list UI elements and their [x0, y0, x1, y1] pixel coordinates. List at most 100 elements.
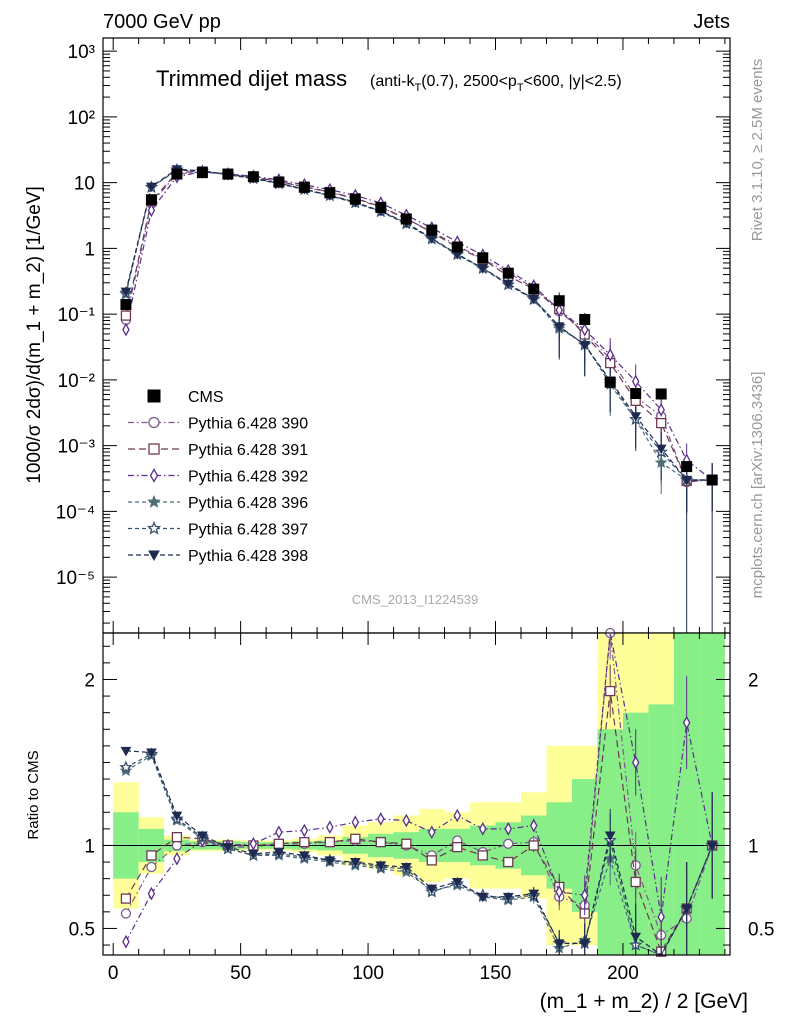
ratio-point [120, 908, 132, 919]
data-point [171, 168, 183, 180]
series-point [630, 412, 642, 422]
series-point [122, 322, 130, 337]
series-point [528, 294, 540, 305]
ratio-point [630, 932, 642, 943]
ratio-tick-label-right: 0.5 [748, 919, 774, 940]
legend-label: Pythia 6.428 396 [188, 495, 308, 512]
series-point [555, 303, 563, 317]
series-line-4 [125, 169, 713, 481]
ratio-point [657, 909, 665, 924]
series-point [477, 264, 489, 274]
ratio-point [477, 850, 488, 861]
data-point [247, 171, 259, 183]
legend-marker [148, 443, 160, 455]
ratio-line-4 [125, 754, 713, 956]
legend-label: Pythia 6.428 397 [188, 522, 308, 539]
series-point [579, 340, 591, 351]
x-tick-label: 150 [480, 963, 512, 984]
y-tick-label: 10 [74, 174, 95, 195]
header-left-label: 7000 GeV pp [103, 11, 221, 33]
series-line-3 [125, 171, 713, 481]
legend-label: Pythia 6.428 391 [188, 442, 308, 459]
legend-label-cms: CMS [188, 389, 224, 406]
data-point [528, 283, 540, 295]
data-point [451, 241, 463, 253]
series-point [120, 310, 132, 321]
series-line-2 [125, 170, 713, 482]
data-point [630, 388, 642, 400]
series-point [146, 182, 157, 193]
ratio-point [326, 820, 334, 835]
ratio-point [605, 685, 616, 697]
ratio-point [197, 831, 208, 842]
ratio-point [375, 861, 387, 871]
legend-marker [149, 468, 159, 483]
ratio-point [119, 760, 133, 774]
subtitle-pre: (anti-k [370, 73, 415, 90]
series-line-1 [125, 171, 713, 483]
subtitle-post: <600, |y|<2.5) [524, 73, 622, 90]
ratio-point [528, 840, 539, 851]
ratio-point [580, 888, 589, 903]
ratio-point [682, 715, 691, 730]
ratio-point [350, 833, 361, 844]
ratio-point [222, 843, 234, 853]
ratio-point [604, 831, 616, 842]
subtitle-sub1: T [414, 82, 421, 94]
mcplots-label: mcplots.cern.ch [arXiv:1306.3436] [749, 372, 766, 599]
data-point [120, 299, 132, 311]
ratio-tick-label-left: 1 [84, 836, 95, 857]
ratio-point [528, 889, 540, 900]
ratio-point [451, 877, 463, 888]
legend-marker [146, 520, 162, 535]
ratio-point [275, 825, 283, 840]
data-point [426, 224, 438, 236]
ratio-point [120, 893, 132, 904]
ratio-point [351, 815, 360, 830]
ratio-point [453, 808, 462, 823]
data-point [324, 187, 336, 199]
x-tick-label: 50 [230, 963, 251, 984]
ratio-tick-label-left: 0.5 [69, 919, 95, 940]
ratio-point [706, 841, 718, 851]
series-line-6 [125, 168, 713, 481]
series-point [120, 287, 132, 298]
ratio-line-1 [125, 632, 713, 937]
ratio-plot-frame [102, 632, 731, 956]
ratio-point [147, 886, 156, 901]
ratio-point [400, 863, 412, 873]
data-point [298, 181, 310, 193]
ratio-point [428, 825, 436, 840]
data-point [375, 201, 387, 213]
legend-label: Pythia 6.428 390 [188, 416, 308, 433]
ratio-line-5 [125, 753, 713, 956]
data-point [222, 168, 234, 180]
chart-title: Trimmed dijet mass [156, 66, 347, 91]
x-axis-label: (m_1 + m_2) / 2 [GeV] [540, 990, 748, 1013]
ratio-tick-label-right: 2 [748, 670, 759, 691]
ratio-line-2 [125, 691, 713, 954]
y-tick-label: 10⁻¹ [58, 305, 96, 326]
main-plot-panel: 10⁻⁵ 10⁻⁴ 10⁻³ 10⁻² 10⁻¹ 1 10 10² 10³ [56, 37, 731, 634]
ratio-point [146, 861, 157, 873]
y-tick-label: 10⁻⁴ [56, 502, 95, 523]
ratio-point [298, 851, 310, 861]
ratio-point [579, 939, 591, 949]
data-point [553, 295, 565, 307]
legend: CMS Pythia 6.428 390 Pythia 6.428 391 Pythi… [128, 389, 308, 565]
ratio-point [171, 811, 183, 822]
ratio-point [248, 849, 259, 860]
data-point [604, 376, 616, 388]
ratio-tick-label-right: 1 [748, 836, 759, 857]
ratio-point [555, 885, 563, 899]
data-point [196, 167, 208, 179]
ratio-point [502, 892, 514, 903]
data-point [273, 176, 285, 188]
y-tick-label: 10⁻⁵ [56, 568, 95, 589]
series-point [655, 444, 667, 455]
ratio-point [401, 838, 412, 849]
series-point [631, 374, 640, 389]
ratio-point [426, 884, 438, 895]
y-tick-label: 10³ [68, 42, 95, 63]
series-line-5 [125, 169, 713, 481]
